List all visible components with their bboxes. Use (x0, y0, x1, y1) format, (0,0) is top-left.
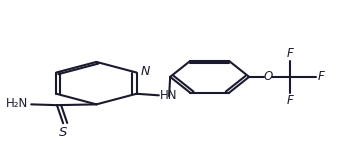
Text: F: F (287, 94, 294, 107)
Text: S: S (59, 126, 67, 139)
Text: F: F (287, 47, 294, 60)
Text: H₂N: H₂N (6, 97, 28, 110)
Text: O: O (263, 70, 273, 83)
Text: HN: HN (160, 89, 177, 102)
Text: N: N (141, 65, 150, 78)
Text: F: F (318, 70, 324, 83)
